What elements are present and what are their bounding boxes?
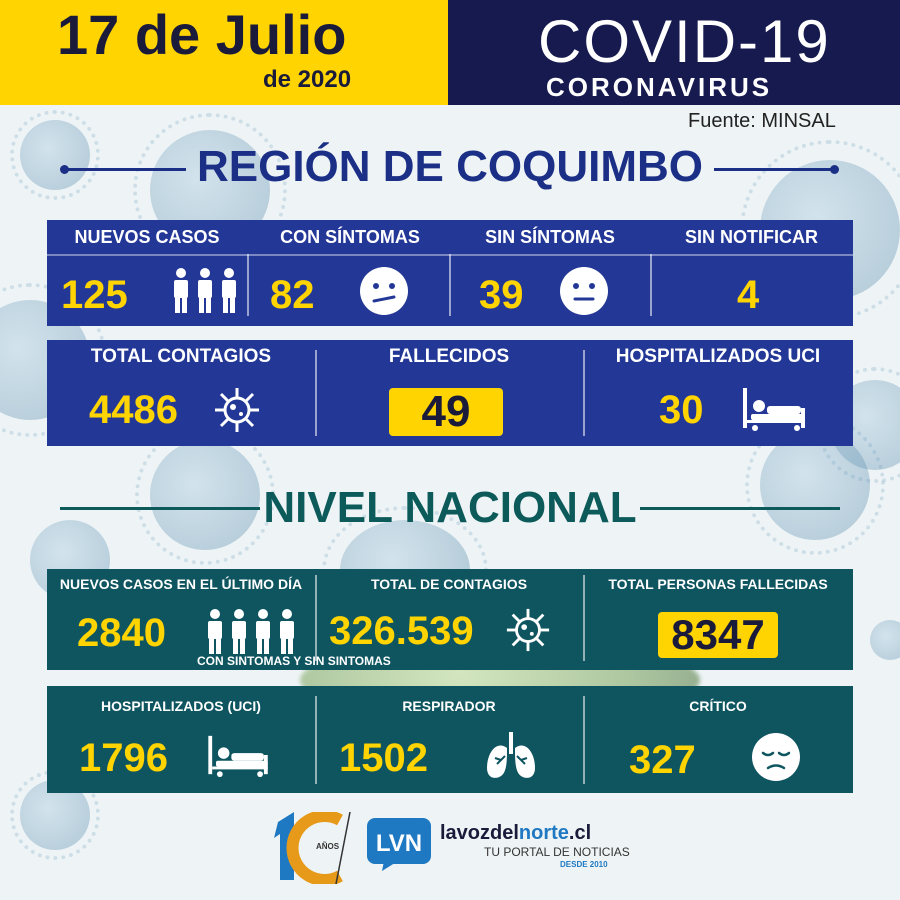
date-year: de 2020 — [263, 66, 352, 93]
national-total-label: TOTAL DE CONTAGIOS — [370, 576, 528, 592]
lungs-icon — [487, 732, 535, 778]
deaths-label: FALLECIDOS — [388, 346, 510, 367]
without-symptoms-label: SIN SÍNTOMAS — [485, 226, 615, 247]
sick-face-icon — [360, 267, 408, 315]
anniversary-label: AÑOS — [316, 842, 340, 851]
neutral-face-icon — [560, 267, 608, 315]
anniversary-logo: AÑOS — [270, 810, 360, 889]
brand-name-prefix: lavozdel — [440, 822, 519, 844]
national-total-value: 326.539 — [329, 609, 474, 653]
hospital-bed-icon — [208, 735, 268, 778]
anniversary-mark — [274, 810, 351, 886]
brand-name[interactable]: lavozdelnorte.cl — [440, 822, 591, 845]
new-cases-value: 125 — [61, 273, 128, 317]
people-icon — [174, 268, 236, 313]
heading-dot-left — [60, 165, 69, 174]
without-symptoms-value: 39 — [479, 273, 524, 317]
heading-dot-right — [830, 165, 839, 174]
region-panel-row2: TOTAL CONTAGIOS FALLECIDOS HOSPITALIZADO… — [47, 340, 853, 446]
heading-line-left — [66, 168, 186, 171]
icu-value: 30 — [659, 388, 704, 432]
divider — [583, 575, 585, 661]
daily-cases-value: 2840 — [77, 611, 166, 655]
national-deaths-value: 8347 — [658, 612, 778, 658]
national-panel-row2: HOSPITALIZADOS (UCI) RESPIRADOR CRÍTICO … — [47, 686, 853, 793]
symptoms-note: CON SINTOMAS Y SIN SINTOMAS — [197, 654, 391, 668]
header-rule — [47, 254, 853, 256]
divider — [583, 350, 585, 436]
title-banner — [448, 0, 900, 105]
lvn-logo-text: LVN — [376, 830, 422, 857]
unreported-value: 4 — [737, 273, 760, 317]
heading-line-right — [640, 507, 840, 510]
ventilator-value: 1502 — [339, 736, 428, 780]
national-icu-value: 1796 — [79, 736, 168, 780]
daily-cases-label: NUEVOS CASOS EN EL ÚLTIMO DÍA — [59, 576, 303, 592]
brand-name-accent: norte — [518, 822, 569, 844]
total-infections-label: TOTAL CONTAGIOS — [90, 346, 272, 367]
heading-line-left — [60, 507, 260, 510]
covid-title: COVID-19 — [538, 8, 831, 75]
total-infections-value: 4486 — [89, 388, 178, 432]
brand-since: DESDE 2010 — [560, 860, 608, 869]
date-text: 17 de Julio — [57, 3, 347, 66]
people-icon — [208, 609, 294, 654]
icu-label: HOSPITALIZADOS UCI — [615, 346, 821, 367]
divider — [315, 696, 317, 784]
header-divider — [448, 103, 900, 105]
sad-face-icon — [752, 733, 800, 781]
national-icu-label: HOSPITALIZADOS (UCI) — [101, 698, 261, 714]
divider — [449, 254, 451, 316]
divider — [315, 575, 317, 661]
brand-tagline: TU PORTAL DE NOTICIAS — [484, 845, 630, 859]
region-panel-row1: NUEVOS CASOS CON SÍNTOMAS SIN SÍNTOMAS S… — [47, 220, 853, 326]
deaths-value: 49 — [389, 388, 503, 436]
ventilator-label: RESPIRADOR — [402, 698, 496, 714]
covid-subtitle: CORONAVIRUS — [546, 72, 773, 102]
hospital-bed-icon — [743, 388, 805, 431]
lvn-logo: LVN — [367, 818, 431, 871]
with-symptoms-value: 82 — [270, 273, 315, 317]
critical-label: CRÍTICO — [689, 698, 747, 714]
divider — [583, 696, 585, 784]
national-panel-row1: NUEVOS CASOS EN EL ÚLTIMO DÍA TOTAL DE C… — [47, 569, 853, 670]
with-symptoms-label: CON SÍNTOMAS — [280, 226, 420, 247]
divider — [315, 350, 317, 436]
source-label: Fuente: MINSAL — [688, 110, 836, 132]
virus-icon — [506, 608, 550, 652]
unreported-label: SIN NOTIFICAR — [685, 226, 818, 247]
brand-name-domain: .cl — [568, 822, 592, 844]
national-title: NIVEL NACIONAL — [263, 483, 637, 532]
divider — [650, 254, 652, 316]
virus-icon — [215, 388, 259, 432]
divider — [247, 254, 249, 316]
new-cases-label: NUEVOS CASOS — [74, 226, 220, 247]
date-banner: 17 de Julio de 2020 — [0, 0, 448, 105]
heading-line-right — [714, 168, 834, 171]
region-title: REGIÓN DE COQUIMBO — [196, 142, 704, 191]
critical-value: 327 — [629, 738, 696, 782]
national-deaths-label: TOTAL PERSONAS FALLECIDAS — [608, 576, 828, 592]
